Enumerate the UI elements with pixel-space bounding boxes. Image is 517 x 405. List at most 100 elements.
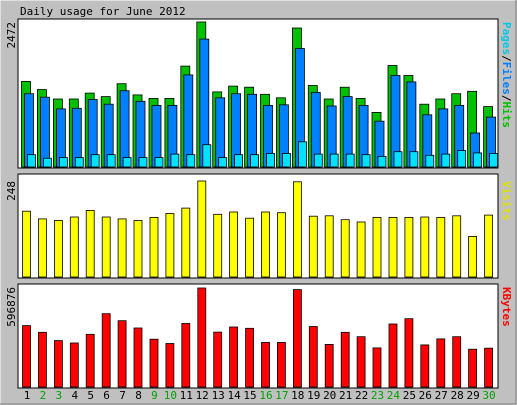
kbytes-bar — [38, 331, 47, 388]
pages-bar — [441, 153, 451, 168]
kbytes-bar — [308, 326, 318, 388]
day-label: 30 — [482, 389, 495, 402]
kbytes-ymax-label: 596876 — [5, 287, 18, 327]
files-bar — [40, 96, 50, 168]
kbytes-bar — [117, 320, 127, 388]
day-label: 13 — [212, 389, 225, 402]
kbytes-bar — [452, 336, 462, 388]
day-label: 16 — [259, 389, 272, 402]
kbytes-bar — [213, 331, 223, 388]
day-label: 8 — [135, 389, 142, 402]
day-label: 23 — [371, 389, 384, 402]
pages-bar — [138, 157, 148, 168]
pages-bar — [234, 154, 244, 168]
visits-bar — [22, 210, 31, 278]
kbytes-bar — [197, 287, 207, 388]
files-bar — [119, 90, 130, 168]
visits-bar — [420, 216, 430, 278]
visits-bar — [38, 218, 47, 278]
visits-bar — [308, 215, 318, 278]
day-label: 17 — [275, 389, 288, 402]
day-label: 5 — [87, 389, 94, 402]
day-label: 11 — [180, 389, 193, 402]
pages-bar — [122, 157, 132, 168]
day-label: 22 — [355, 389, 368, 402]
pages-bar — [377, 155, 387, 168]
pages-bar — [361, 154, 371, 168]
day-label: 6 — [103, 389, 110, 402]
pages-bar — [90, 154, 100, 168]
pages-bar — [43, 157, 52, 168]
day-label: 4 — [71, 389, 78, 402]
kbytes-bar — [436, 338, 446, 388]
pages-bar — [329, 153, 339, 168]
hits-files-pages-bars — [21, 21, 499, 168]
visits-bar — [165, 213, 175, 278]
day-label: 28 — [451, 389, 464, 402]
day-label: 7 — [119, 389, 126, 402]
kbytes-bar — [261, 341, 270, 388]
files-bar — [215, 97, 226, 168]
day-label: 20 — [323, 389, 336, 402]
pages-bar — [313, 153, 323, 168]
hits-files-pages-panel — [17, 18, 499, 169]
kbytes-bar — [340, 331, 350, 388]
kbytes-legend: KBytes — [500, 287, 513, 327]
legend-files: Files — [500, 62, 513, 95]
pages-bar — [473, 152, 483, 168]
files-bar — [183, 74, 194, 168]
legend-sep-1: / — [500, 55, 513, 62]
visits-bar — [276, 212, 286, 278]
pages-bar — [202, 144, 212, 168]
kbytes-bar — [181, 323, 191, 388]
pages-bar — [489, 153, 499, 168]
pages-bar — [345, 153, 355, 168]
visits-bar — [229, 211, 239, 278]
kbytes-bar — [245, 327, 255, 388]
day-label: 18 — [291, 389, 304, 402]
visits-bar — [149, 216, 159, 278]
day-label: 25 — [403, 389, 416, 402]
visits-panel — [17, 173, 499, 279]
pages-bar — [297, 141, 307, 168]
day-label: 19 — [307, 389, 320, 402]
pages-bar — [154, 157, 164, 168]
kbytes-bars — [22, 287, 494, 388]
visits-bar — [117, 218, 127, 278]
kbytes-bar — [69, 342, 79, 388]
kbytes-bar — [468, 348, 478, 388]
visits-bar — [197, 180, 207, 278]
visits-bar — [261, 211, 270, 278]
kbytes-bar — [356, 336, 366, 388]
kbytes-bar — [165, 343, 175, 388]
pages-bar — [218, 157, 228, 168]
kbytes-bar — [324, 343, 334, 388]
kbytes-bar — [85, 333, 95, 388]
legend-hits: Hits — [500, 102, 513, 129]
pages-bar — [106, 154, 116, 168]
hits-ymax-label: 2472 — [5, 22, 18, 49]
day-label: 15 — [243, 389, 256, 402]
visits-bar — [292, 181, 302, 278]
day-axis-labels: 1 2 3 4 5 6 7 8 9 10 11 12 13 14 15 16 17 18 19 20 21 22 23 24 2… — [24, 389, 496, 402]
kbytes-bar — [22, 325, 31, 388]
pages-bar — [170, 153, 180, 168]
kbytes-bar — [54, 340, 63, 388]
kbytes-bar — [372, 347, 382, 388]
visits-legend: Visits — [500, 181, 513, 221]
pages-bar — [457, 150, 467, 168]
pages-bar — [425, 154, 435, 168]
visits-bar — [388, 216, 398, 278]
visits-bar — [340, 219, 350, 278]
day-label: 27 — [435, 389, 448, 402]
kbytes-bar — [229, 326, 239, 388]
day-label: 10 — [164, 389, 177, 402]
kbytes-bar — [276, 341, 286, 388]
pages-bar — [281, 153, 291, 168]
visits-bar — [85, 209, 95, 278]
visits-bar — [324, 215, 334, 278]
visits-bar — [372, 216, 382, 278]
visits-ymax-label: 248 — [5, 181, 18, 201]
